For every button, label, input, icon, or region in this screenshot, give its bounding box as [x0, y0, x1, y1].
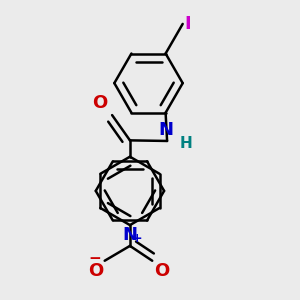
Text: H: H: [180, 136, 192, 151]
Text: O: O: [88, 262, 103, 280]
Text: I: I: [184, 15, 191, 33]
Text: −: −: [89, 251, 101, 266]
Text: O: O: [92, 94, 108, 112]
Text: +: +: [131, 232, 142, 245]
Text: N: N: [158, 122, 173, 140]
Text: O: O: [154, 262, 169, 280]
Text: N: N: [122, 226, 137, 244]
